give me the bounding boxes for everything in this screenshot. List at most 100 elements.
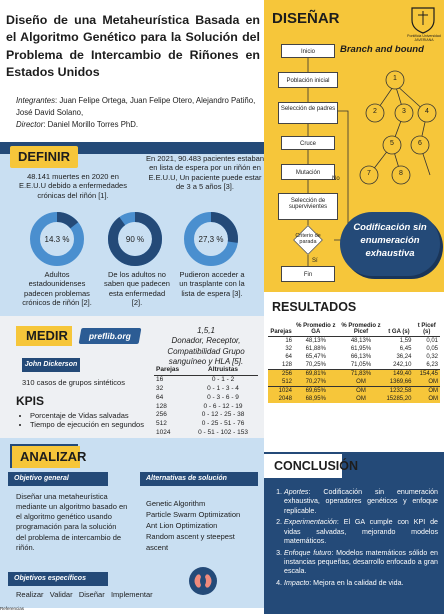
integrantes-text: : Juan Felipe Ortega, Juan Felipe Otero,… (16, 96, 256, 118)
specific-item: Diseñar (78, 590, 105, 599)
results-cell: 6,23 (426, 362, 438, 368)
table-cell: 0 - 1 - 3 - 4 (207, 385, 239, 393)
conclusion-text: : Mejora en la calidad de vida. (309, 578, 404, 587)
donut-arc (30, 212, 84, 266)
poster-header: Diseño de una Metaheurística Basada en e… (0, 0, 264, 142)
results-col-header: % Promedio z Picef (341, 323, 381, 335)
results-cell: 2048 (278, 396, 292, 402)
results-cell: 64 (285, 354, 292, 360)
results-cell: OM (356, 388, 366, 394)
results-cell: 128 (281, 362, 292, 368)
results-cell: 242,10 (393, 362, 412, 368)
table-cell: 0 - 1 - 2 (211, 376, 235, 384)
results-cell: 61,88% (305, 346, 326, 352)
flow-start: Inicio (281, 44, 335, 58)
results-cell: 69,81% (305, 371, 326, 377)
results-row: 32 61,88% 61,95% 6,45 0,05 (268, 345, 440, 353)
table-cell: 0 - 3 - 6 - 9 (207, 393, 239, 401)
flow-stop-criterion: Criterio de parada (287, 225, 329, 255)
donut-caption-1: Adultos estadounidenses padecen problema… (22, 270, 92, 308)
results-row: 2048 68,95% OM 15285,20 OM (268, 395, 440, 403)
tree-node-label: 2 (373, 108, 377, 115)
table-cell: 32 (156, 385, 164, 393)
table-cell: 512 (156, 420, 167, 428)
table-cell: 64 (156, 393, 164, 401)
table-cell: 0 - 51 - 102 - 153 (198, 429, 248, 437)
results-col-header: % Promedio z GA (296, 323, 336, 335)
resultados-tag: RESULTADOS (272, 300, 357, 314)
conclusion-text: : Codificación sin enumeración exhaustiv… (284, 488, 438, 515)
table-row: 32 0 - 1 - 3 - 4 (154, 385, 258, 394)
conclusion-section (264, 452, 444, 614)
definir-tag: DEFINIR (10, 146, 78, 168)
results-cell: 70,25% (305, 362, 326, 368)
tree-node-label: 8 (399, 170, 403, 177)
col-header: Parejas (156, 366, 180, 373)
director-text: : Daniel Morillo Torres PhD. (43, 120, 139, 130)
kpis-title: KPIS (16, 394, 45, 408)
table-cell: 1024 (156, 429, 171, 437)
table-cell: 0 - 12 - 25 - 38 (201, 411, 245, 419)
results-cell: 69,65% (305, 388, 326, 394)
results-col-header: t Picef (s) (417, 323, 436, 335)
director-label: Director (16, 120, 44, 130)
results-cell: 149,40 (393, 371, 412, 377)
resultados-section (264, 292, 444, 452)
results-row: 64 65,47% 66,13% 36,24 0,32 (268, 353, 440, 361)
table-row: 256 0 - 12 - 25 - 38 (154, 411, 258, 420)
conclusion-list: Aportes: Codificación sin enumeración ex… (276, 488, 438, 590)
author-badge: John Dickerson (22, 358, 80, 372)
results-row: 256 69,81% 71,83% 149,40 154,45 (268, 369, 440, 378)
results-cell: 16 (285, 338, 292, 344)
references-label: Referencias (0, 606, 25, 611)
results-cell: 66,13% (350, 354, 372, 360)
donut-value: 27,3 % (199, 235, 224, 244)
conclusion-text: : El GA cumple con KPI de vidas salvadas… (284, 518, 438, 546)
conclusion-tag: CONCLUSIÓN (274, 459, 359, 473)
table-cell: 0 - 25 - 51 - 76 (201, 420, 245, 428)
results-cell: OM (356, 396, 366, 402)
results-cell: 48,13% (350, 338, 372, 344)
results-cell: OM (428, 396, 438, 402)
results-cell: 6,45 (399, 346, 412, 352)
tree-node-label: 7 (367, 170, 371, 177)
results-cell: 71,05% (350, 362, 372, 368)
flow-parent-selection: Selección de padres (278, 102, 338, 124)
results-cell: 36,24 (396, 354, 412, 360)
table-row: 128 0 - 6 - 12 - 19 (154, 402, 258, 411)
tuple-value: 1,5,1 (197, 326, 215, 335)
results-col-header: Parejas (270, 329, 292, 335)
table-row: 64 0 - 3 - 6 - 9 (154, 393, 258, 402)
specific-objectives-header: Objetivos específicos (8, 572, 108, 586)
results-cell: 0,01 (426, 338, 438, 344)
cases-text: 310 casos de grupos sintéticos (22, 378, 125, 387)
results-cell: 0,32 (426, 354, 438, 360)
donut-charts: 14.3 % 90 % 27,3 % (30, 212, 238, 266)
conclusion-item: Aportes: Codificación sin enumeración ex… (284, 488, 438, 516)
kpi-item: Tiempo de ejecución en segundos (30, 420, 164, 429)
university-logo-text: Pontificia Universidad JAVERIANA (407, 34, 441, 43)
stat-waitlist: En 2021, 90.483 pacientes estaban en lis… (146, 154, 265, 192)
table-row: 512 0 - 25 - 51 - 76 (154, 420, 258, 429)
conclusion-tag-bg (264, 454, 342, 478)
definir-section (0, 154, 264, 316)
alternatives-list: Genetic Algorithm Particle Swarm Optimiz… (146, 499, 258, 553)
col-header: Altruistas (208, 366, 239, 373)
conclusion-item: Impacto: Mejora en la calidad de vida. (284, 579, 438, 588)
tree-node-label: 1 (393, 75, 397, 82)
conclusion-text: : Modelos matemáticos sólido en instanci… (284, 548, 438, 576)
general-objective-header: Objetivo general (8, 472, 108, 486)
donut-value: 90 % (126, 235, 144, 244)
specific-item: Realizar (16, 590, 44, 599)
results-row: 1024 69,65% OM 1232,58 OM (268, 386, 440, 395)
alternatives-header: Alternativas de solución (140, 472, 258, 486)
results-cell: 256 (281, 371, 292, 377)
specific-item: Implementar (110, 590, 153, 599)
results-cell: 1369,66 (389, 379, 412, 385)
conclusion-item: Experimentación: El GA cumple con KPI de… (284, 518, 438, 546)
tuple-block: 1,5,1 Donador, Receptor, Compatibilidad … (148, 326, 264, 368)
preflib-logo: preflib.org (78, 328, 142, 344)
flow-survivor-selection: Selección de supervivientes (278, 193, 338, 220)
flowchart (307, 58, 437, 266)
integrantes-label: Integrantes (16, 96, 56, 105)
